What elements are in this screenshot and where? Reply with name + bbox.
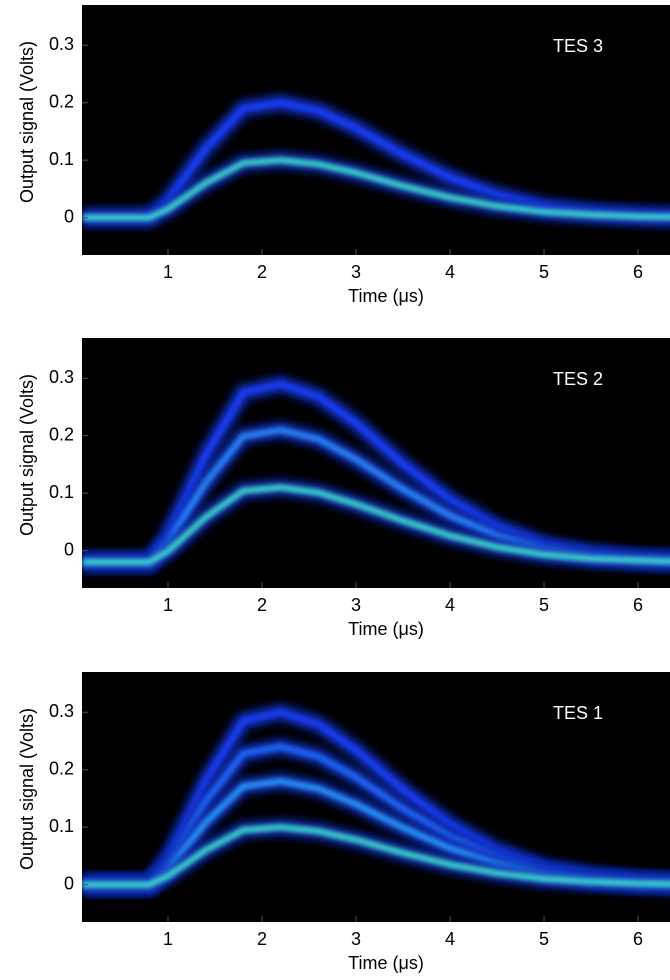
x-tick-label: 5 [539,262,549,282]
annotation: TES 1 [553,703,603,723]
panel: 1 2 3 4 5 6 0 0.1 0.2 0.3 Time (μs) Output signal (… [17,5,670,306]
x-tick-label: 4 [445,595,455,615]
y-axis-label: Output signal (Volts) [17,708,37,870]
x-tick-label: 2 [257,595,267,615]
x-tick-label: 3 [351,595,361,615]
x-tick-label: 1 [163,595,173,615]
x-tick-label: 2 [257,262,267,282]
x-tick-label: 3 [351,262,361,282]
x-tick-label: 1 [163,262,173,282]
x-axis-label: Time (μs) [348,286,424,306]
x-tick-label: 2 [257,929,267,949]
x-tick-label: 4 [445,929,455,949]
plot-area [83,374,670,586]
y-axis-label: Output signal (Volts) [17,374,37,536]
y-tick-label: 0.3 [49,701,74,721]
y-tick-label: 0.3 [49,367,74,387]
y-tick-label: 0.2 [49,758,74,778]
y-tick-label: 0 [64,206,74,226]
x-tick-label: 4 [445,262,455,282]
x-tick-label: 6 [633,929,643,949]
panel: 1 2 3 4 5 6 0 0.1 0.2 0.3 Time (μs) Output signal (… [17,338,670,639]
x-tick-label: 5 [539,595,549,615]
panel: 1 2 3 4 5 6 0 0.1 0.2 0.3 Time (μs) Output signal (… [17,672,670,973]
y-tick-label: 0.2 [49,91,74,111]
y-tick-label: 0.3 [49,34,74,54]
y-tick-label: 0 [64,873,74,893]
x-axis-label: Time (μs) [348,953,424,973]
x-tick-label: 3 [351,929,361,949]
y-tick-label: 0.1 [49,149,74,169]
y-tick-label: 0.1 [49,482,74,502]
y-axis-label: Output signal (Volts) [17,41,37,203]
y-tick-label: 0 [64,539,74,559]
plot-area [83,93,670,241]
x-tick-label: 6 [633,262,643,282]
x-tick-label: 6 [633,595,643,615]
x-tick-label: 5 [539,929,549,949]
y-tick-label: 0.1 [49,816,74,836]
plot-area [83,702,670,908]
annotation: TES 2 [553,369,603,389]
annotation: TES 3 [553,36,603,56]
x-axis-label: Time (μs) [348,619,424,639]
x-tick-label: 1 [163,929,173,949]
y-tick-label: 0.2 [49,424,74,444]
